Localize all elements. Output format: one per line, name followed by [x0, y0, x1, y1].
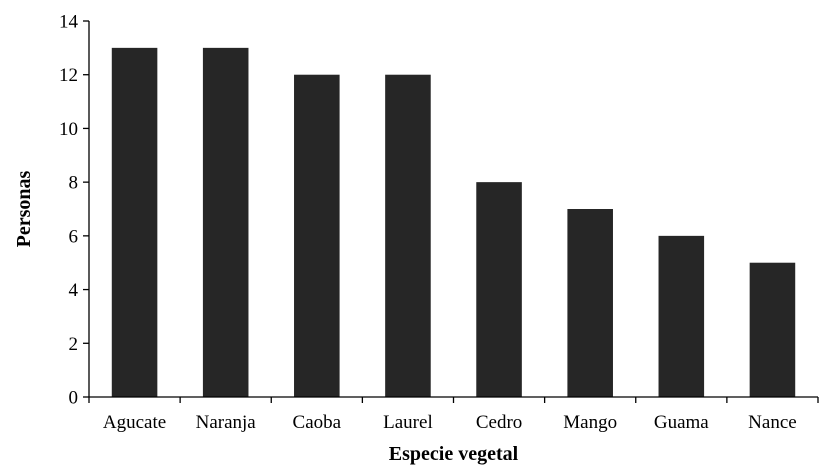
- bar-caoba: [294, 74, 340, 397]
- x-tick-label-naranja: Naranja: [196, 412, 257, 433]
- bar-guama: [658, 235, 705, 397]
- y-axis-title: Personas: [13, 170, 35, 247]
- x-tick-label-cedro: Cedro: [476, 412, 522, 433]
- y-tick-label: 6: [69, 226, 79, 247]
- x-tick-label-mango: Mango: [563, 412, 617, 433]
- y-axis-ticks: 0 2 4 6 8 10 12 14: [59, 12, 89, 409]
- x-tick-label-agucate: Agucate: [103, 412, 166, 433]
- x-tick-label-caoba: Caoba: [293, 412, 342, 433]
- y-tick-label: 10: [59, 119, 78, 140]
- y-tick-label: 4: [69, 280, 79, 301]
- y-tick-label: 8: [69, 173, 79, 194]
- bar-mango: [567, 209, 613, 397]
- bar-agucate: [111, 47, 158, 397]
- bar-nance: [749, 262, 796, 397]
- y-tick-label: 14: [59, 12, 79, 33]
- x-tick-label-guama: Guama: [654, 412, 709, 433]
- y-tick-label: 2: [69, 334, 79, 355]
- x-axis-ticks: Agucate Naranja Caoba Laurel Cedro Mango Guama…: [88, 397, 819, 433]
- x-axis-title: Especie vegetal: [389, 443, 519, 465]
- y-tick-label: 0: [69, 388, 79, 409]
- x-tick-label-nance: Nance: [748, 412, 797, 433]
- y-tick-label: 12: [59, 65, 78, 86]
- bar-cedro: [476, 182, 522, 397]
- bar-laurel: [385, 74, 431, 397]
- bars-layer: [111, 47, 796, 397]
- x-tick-label-laurel: Laurel: [383, 412, 433, 433]
- bar-naranja: [202, 47, 249, 397]
